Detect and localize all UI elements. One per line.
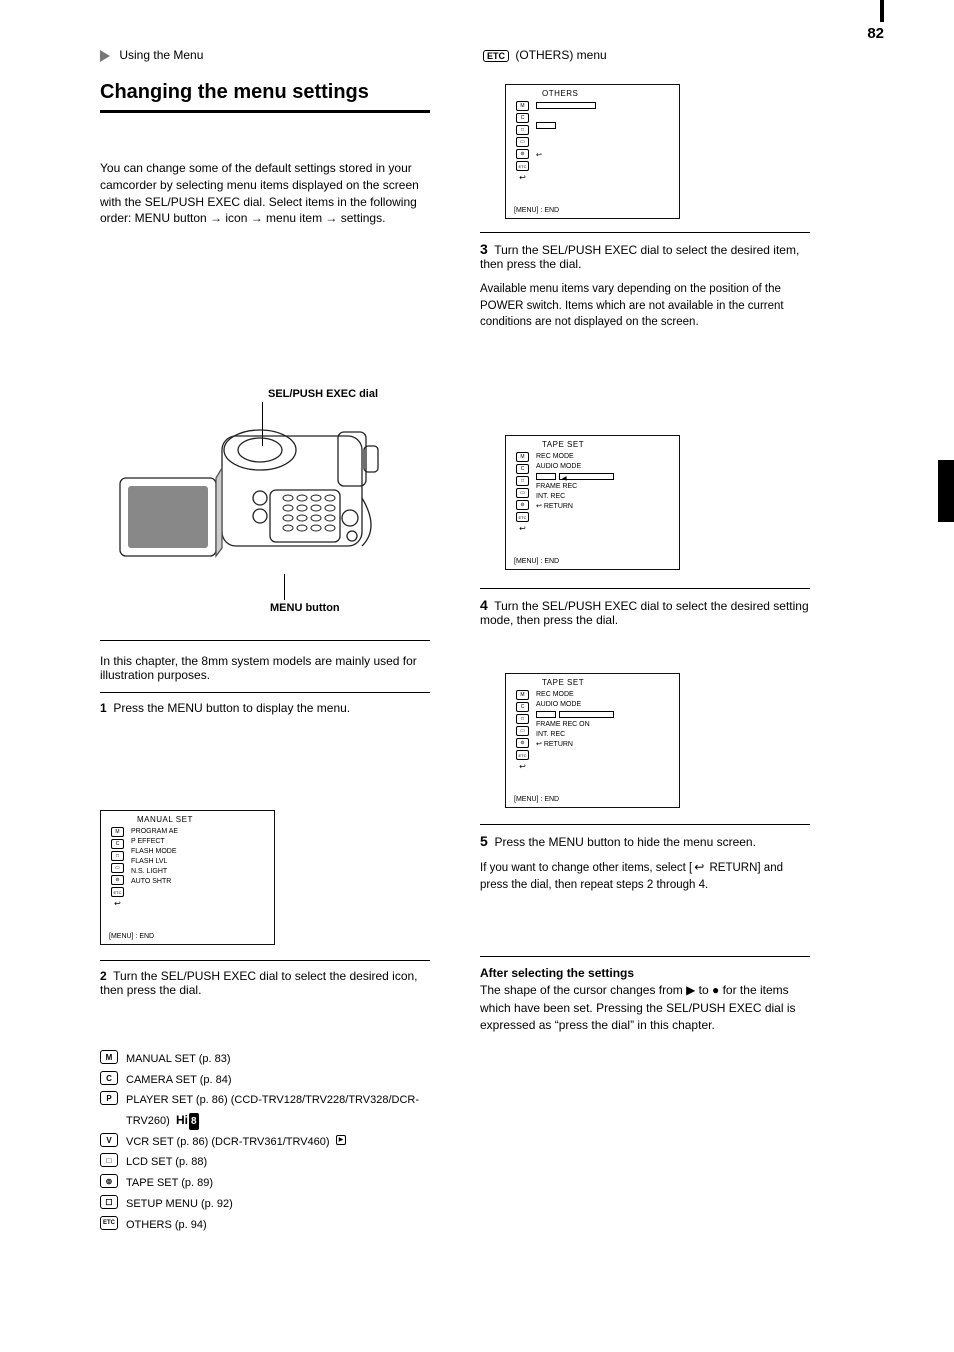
- screen-icon-col: MC□▭⊚ETC↩: [516, 452, 529, 534]
- screen-lines: ↩: [536, 101, 671, 161]
- header-right: ETC (OTHERS) menu: [480, 48, 607, 62]
- after-text: The shape of the cursor changes from ▶ t…: [480, 983, 796, 1032]
- page-number: 82: [867, 25, 884, 42]
- page-number-bar: [880, 0, 884, 22]
- list-item: □LCD SET (p. 88): [100, 1153, 440, 1172]
- hi8-logo: Hi8: [176, 1110, 199, 1130]
- digital8-icon: [336, 1135, 346, 1145]
- callout-menu-button: MENU button: [270, 602, 340, 614]
- list-item: P PLAYER SET (p. 86) (CCD-TRV128/TRV228/…: [100, 1091, 440, 1130]
- screen-icon-col: MC□▭⊚ETC↩: [111, 827, 124, 909]
- step-3: 3 Turn the SEL/PUSH EXEC dial to select …: [480, 232, 810, 331]
- section-breadcrumb: Using the Menu: [100, 48, 203, 62]
- caption-text: In this chapter, the 8mm system models a…: [100, 654, 430, 682]
- leader-line: [284, 574, 285, 600]
- list-item: V VCR SET (p. 86) (DCR-TRV361/TRV460): [100, 1133, 440, 1152]
- step-text: Press the MENU button to hide the menu s…: [494, 835, 755, 849]
- screen-footer: [MENU] : END: [514, 558, 671, 565]
- step-num: 1: [100, 701, 107, 715]
- step-num: 2: [100, 969, 107, 983]
- step-num: 5: [480, 833, 488, 849]
- screen-title: TAPE SET: [542, 440, 584, 449]
- step-num: 3: [480, 241, 488, 257]
- menu-screen-b: TAPE SET MC□▭⊚ETC↩ REC MODE AUDIO MODE F…: [505, 435, 680, 570]
- menu-screen-c: TAPE SET MC□▭⊚ETC↩ REC MODE AUDIO MODE F…: [505, 673, 680, 808]
- list-item: CCAMERA SET (p. 84): [100, 1071, 440, 1090]
- screen-lines: REC MODE AUDIO MODE FRAME REC ON INT. RE…: [536, 690, 671, 750]
- camcorder-illustration: [110, 398, 385, 588]
- screen-footer: [MENU] : END: [514, 796, 671, 803]
- step-5: 5 Press the MENU button to hide the menu…: [480, 824, 810, 893]
- page-title-block: Changing the menu settings: [100, 80, 430, 113]
- screen-title: OTHERS: [542, 89, 578, 98]
- return-icon: ↩: [694, 859, 704, 876]
- step-text: Turn the SEL/PUSH EXEC dial to select th…: [480, 599, 809, 627]
- step-num: 4: [480, 597, 488, 613]
- page-title: Changing the menu settings: [100, 80, 430, 104]
- list-item: ETCOTHERS (p. 94): [100, 1216, 440, 1235]
- list-item: MMANUAL SET (p. 83): [100, 1050, 440, 1069]
- screen-lines: REC MODE AUDIO MODE FRAME REC INT. REC ↩…: [536, 452, 671, 512]
- intro-text: You can change some of the default setti…: [100, 160, 430, 227]
- step-text: Press the MENU button to display the men…: [113, 701, 350, 715]
- step-text: Turn the SEL/PUSH EXEC dial to select th…: [480, 243, 799, 271]
- divider: [100, 640, 430, 654]
- step-4: 4 Turn the SEL/PUSH EXEC dial to select …: [480, 588, 810, 627]
- step-note: If you want to change other items, selec…: [480, 859, 810, 893]
- breadcrumb-text: Using the Menu: [119, 48, 203, 62]
- screen-title: TAPE SET: [542, 678, 584, 687]
- menu-screen-a: OTHERS MC□▭⊚ETC↩ ↩ [MENU] : END: [505, 84, 680, 219]
- after-title: After selecting the settings: [480, 966, 634, 980]
- step-1: 1 Press the MENU button to display the m…: [100, 692, 430, 715]
- menu-screen-left: MANUAL SET MC□▭⊚ETC↩ PROGRAM AE P EFFECT…: [100, 810, 275, 945]
- after-selecting: After selecting the settings The shape o…: [480, 956, 810, 1035]
- header-right-text: (OTHERS) menu: [515, 48, 606, 62]
- page-edge-tab: [938, 460, 954, 522]
- list-item: ☐SETUP MENU (p. 92): [100, 1195, 440, 1214]
- icon-list: MMANUAL SET (p. 83) CCAMERA SET (p. 84) …: [100, 1050, 440, 1236]
- step-2: 2 Turn the SEL/PUSH EXEC dial to select …: [100, 960, 430, 997]
- screen-footer: [MENU] : END: [514, 207, 671, 214]
- screen-footer: [MENU] : END: [109, 933, 266, 940]
- screen-icon-col: MC□▭⊚ETC↩: [516, 101, 529, 183]
- list-item: ⊚TAPE SET (p. 89): [100, 1174, 440, 1193]
- screen-title: MANUAL SET: [137, 815, 193, 824]
- screen-lines: PROGRAM AE P EFFECT FLASH MODE FLASH LVL…: [131, 827, 266, 887]
- step-note: Available menu items vary depending on t…: [480, 281, 810, 331]
- etc-icon: ETC: [483, 50, 509, 62]
- screen-icon-col: MC□▭⊚ETC↩: [516, 690, 529, 772]
- play-icon: [100, 50, 110, 62]
- step-text: Turn the SEL/PUSH EXEC dial to select th…: [100, 969, 418, 997]
